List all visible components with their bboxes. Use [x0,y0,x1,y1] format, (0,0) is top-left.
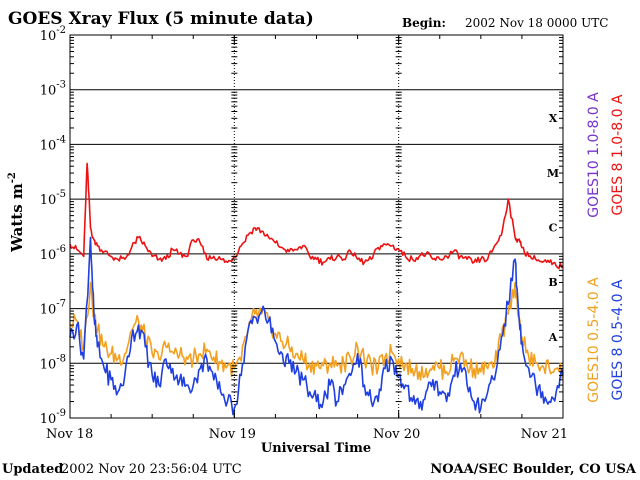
x-tick-label: Nov 21 [521,427,568,442]
begin-label: Begin: [402,16,446,30]
x-tick-label: Nov 20 [373,427,420,442]
legend-label: GOES10 0.5-4.0 A [586,277,602,403]
y-tick-base: 10 [40,357,57,372]
y-tick-exp: -2 [56,25,66,36]
series-layer [69,162,564,416]
y-tick-base: 10 [40,248,57,263]
series-line-1 [69,162,564,270]
y-tick-label: 10-9 [40,408,66,427]
flare-class-M: M [547,167,559,180]
credit-text: NOAA/SEC Boulder, CO USA [430,462,637,477]
y-tick-label: 10-6 [40,244,66,263]
legend-label: GOES10 1.0-8.0 A [586,92,602,218]
y-axis-ticks: 10-910-810-710-610-510-410-310-2 [40,25,563,427]
x-tick-label: Nov 19 [209,427,256,442]
y-tick-base: 10 [40,303,57,318]
x-axis-label: Universal Time [261,441,371,456]
y-tick-label: 10-4 [40,134,66,153]
y-axis-label-text: Watts m [8,183,26,253]
legend-entry: GOES10 0.5-4.0 A [586,277,602,403]
y-tick-exp: -4 [56,134,66,145]
y-tick-label: 10-5 [40,189,66,208]
legend-entry: GOES 8 0.5-4.0 A [610,279,626,400]
legend-entry: GOES 8 1.0-8.0 A [610,94,626,215]
y-tick-base: 10 [40,138,57,153]
legend-label: GOES 8 0.5-4.0 A [610,279,626,400]
y-tick-base: 10 [40,29,57,44]
y-tick-base: 10 [40,84,57,99]
y-tick-label: 10-2 [40,25,66,44]
y-tick-exp: -5 [56,189,66,200]
y-tick-label: 10-7 [40,299,66,318]
y-axis-label-sup: -2 [7,172,18,183]
legend: GOES10 1.0-8.0 A GOES10 0.5-4.0 A GOES 8 1… [586,92,626,403]
updated-label: Updated [2,462,63,477]
grid-layer [70,34,563,419]
x-tick-label: Nov 18 [46,427,93,442]
y-tick-exp: -8 [56,353,66,364]
legend-label: GOES 8 1.0-8.0 A [610,94,626,215]
y-axis-label: Watts m-2 [7,172,26,253]
plot-frame [69,34,564,419]
x-axis-ticks: Nov 18 Nov 19 Nov 20 Nov 21 [46,35,568,442]
flare-class-A: A [548,331,558,344]
y-tick-base: 10 [40,412,57,427]
flare-class-B: B [548,276,557,289]
legend-entry: GOES10 1.0-8.0 A [586,92,602,218]
chart-title: GOES Xray Flux (5 minute data) [8,9,314,29]
flare-class-X: X [549,112,558,125]
y-tick-exp: -9 [56,408,66,419]
y-tick-exp: -7 [56,299,66,310]
series-line-2 [69,281,564,381]
y-axis-label-group: Watts m-2 [7,172,26,253]
flare-class-labels: A B C M X [547,112,559,344]
y-tick-exp: -6 [56,244,66,255]
flare-class-C: C [549,222,558,235]
y-tick-exp: -3 [56,80,66,91]
series-line-3 [69,236,564,416]
y-tick-base: 10 [40,193,57,208]
y-tick-label: 10-3 [40,80,66,99]
begin-value: 2002 Nov 18 0000 UTC [465,16,608,30]
y-tick-label: 10-8 [40,353,66,372]
updated-value: 2002 Nov 20 23:56:04 UTC [61,462,242,477]
